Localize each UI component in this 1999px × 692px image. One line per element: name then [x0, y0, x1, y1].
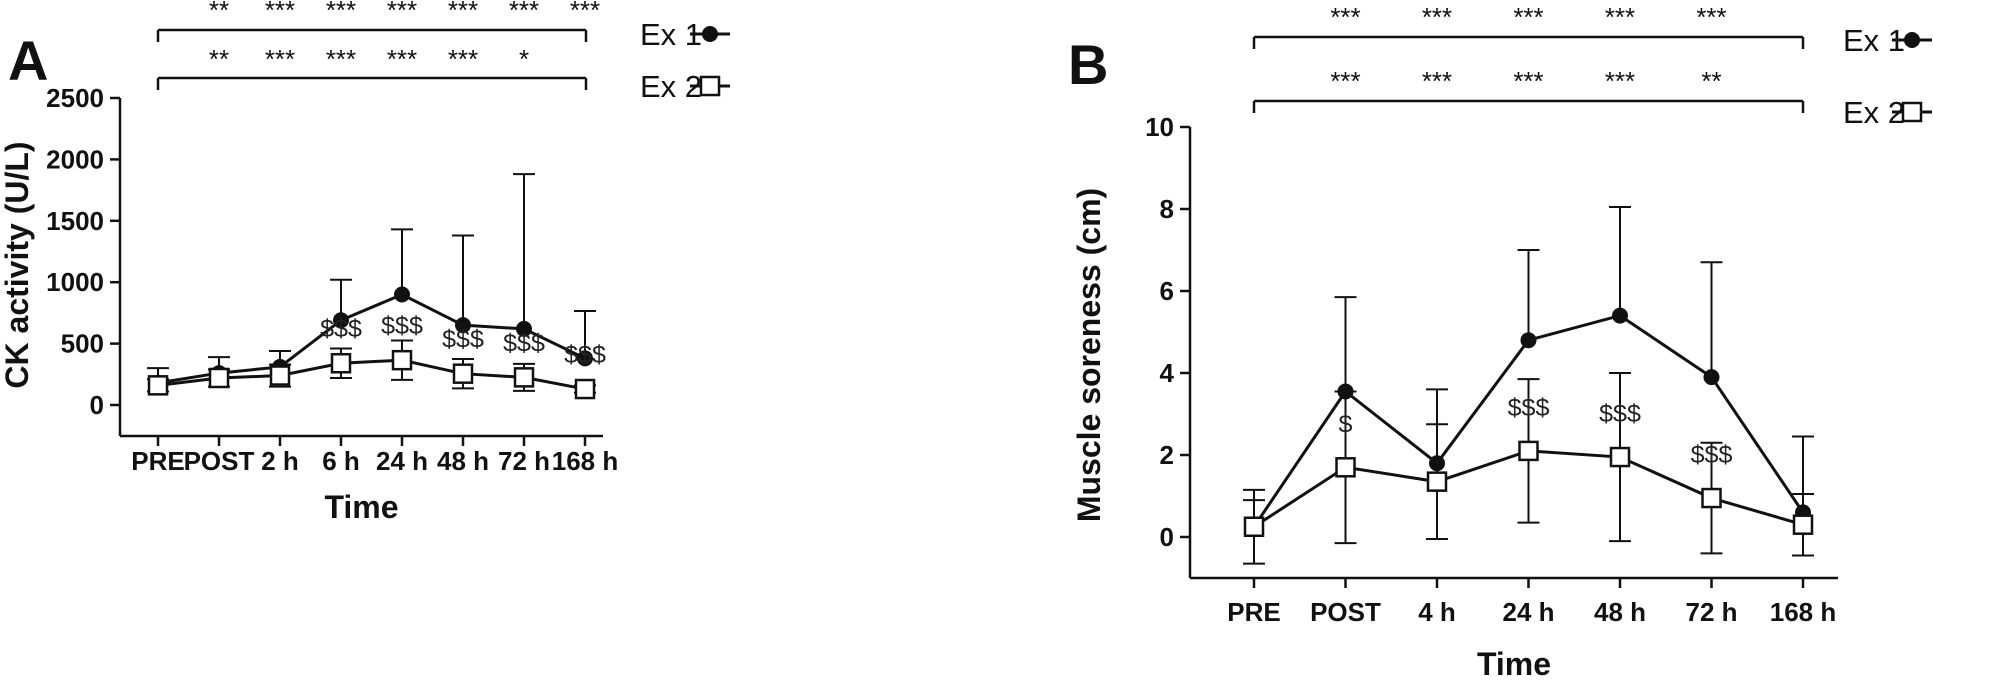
significance-stars: ***	[570, 0, 600, 25]
x-tick-label: PRE	[131, 446, 184, 476]
significance-stars: ***	[448, 0, 478, 25]
x-tick-label: POST	[1310, 597, 1381, 627]
panel-b: B 0 2 4 6 8 10 PRE POST 4 h 24 h 48 h 72 h 168 h Time M…	[1068, 2, 1932, 682]
y-axis-title: CK activity (U/L)	[0, 141, 35, 388]
data-point	[208, 367, 230, 389]
data-point	[1520, 332, 1537, 349]
series-ex2	[147, 339, 596, 400]
significance-stars: ***	[387, 44, 417, 74]
significance-stars: **	[209, 44, 229, 74]
significance-stars: *	[519, 44, 529, 74]
y-tick-label: 8	[1160, 194, 1174, 224]
data-point	[452, 363, 474, 384]
x-tick-label: 48 h	[1594, 597, 1646, 627]
x-tick-label: 72 h	[498, 446, 550, 476]
between-group-marker: $$$	[564, 341, 606, 369]
data-point	[1703, 369, 1720, 386]
y-tick-label: 0	[90, 390, 104, 420]
between-group-marker: $$$	[1691, 441, 1733, 469]
legend-marker-icon	[699, 75, 721, 97]
y-tick-label: 2000	[46, 144, 104, 174]
x-tick-label: PRE	[1227, 597, 1280, 627]
data-point	[147, 375, 169, 396]
between-group-marker: $$$	[1599, 400, 1641, 428]
data-point	[513, 367, 535, 388]
data-point	[269, 365, 291, 386]
y-tick-label: 10	[1145, 112, 1174, 142]
x-tick-label: POST	[184, 446, 255, 476]
y-tick-label: 2	[1160, 440, 1174, 470]
y-axis-title: Muscle soreness (cm)	[1071, 188, 1107, 522]
significance-stars: ***	[1330, 2, 1360, 32]
between-group-marker: $$$	[1508, 394, 1550, 422]
data-point	[1701, 487, 1722, 509]
significance-stars: ***	[326, 44, 356, 74]
x-tick-label: 24 h	[376, 446, 428, 476]
between-group-marker: $$$	[320, 315, 362, 343]
x-axis-title: Time	[1477, 646, 1551, 682]
significance-stars: ***	[1605, 2, 1635, 32]
y-tick-label: 0	[1160, 522, 1174, 552]
data-point	[1612, 307, 1628, 324]
legend-marker-icon	[702, 26, 718, 42]
y-tick-label: 500	[61, 329, 104, 359]
x-axis-title: Time	[324, 489, 398, 525]
data-point	[1609, 446, 1631, 468]
significance-stars: ***	[265, 44, 295, 74]
data-point	[394, 286, 410, 303]
significance-stars: ***	[1605, 66, 1635, 96]
between-group-marker: $$$	[381, 312, 423, 340]
data-point	[333, 312, 349, 329]
significance-stars: **	[1701, 66, 1721, 96]
significance-stars: ***	[1513, 66, 1543, 96]
legend-marker-icon	[1901, 101, 1923, 123]
y-tick-label: 2500	[46, 83, 104, 113]
data-point	[455, 317, 471, 334]
significance-stars: ***	[1696, 2, 1726, 32]
between-group-marker: $$$	[503, 329, 545, 357]
data-point	[1335, 457, 1356, 478]
significance-stars: ***	[1422, 66, 1452, 96]
y-tick-label: 4	[1160, 358, 1175, 388]
x-tick-label: 48 h	[437, 446, 489, 476]
x-tick-label: 168 h	[1770, 597, 1837, 627]
y-tick-label: 1500	[46, 206, 104, 236]
data-point	[1243, 516, 1265, 537]
data-point	[1426, 471, 1448, 492]
significance-stars: ***	[265, 0, 295, 25]
significance-stars: **	[209, 0, 229, 25]
panel-letter: A	[8, 29, 48, 92]
x-tick-label: 2 h	[261, 446, 299, 476]
y-tick-label: 6	[1160, 276, 1174, 306]
data-point	[577, 350, 593, 367]
data-point	[516, 320, 532, 337]
x-tick-label: 4 h	[1418, 597, 1456, 627]
x-tick-label: 24 h	[1502, 597, 1554, 627]
significance-stars: ***	[1422, 2, 1452, 32]
x-tick-label: 72 h	[1685, 597, 1737, 627]
x-tick-label: 168 h	[552, 446, 619, 476]
significance-stars: ***	[448, 44, 478, 74]
panel-letter: B	[1068, 33, 1108, 96]
between-group-marker: $	[1339, 410, 1353, 438]
data-point	[1518, 440, 1539, 462]
significance-stars: ***	[1330, 66, 1360, 96]
y-tick-label: 1000	[46, 267, 104, 297]
significance-stars: ***	[387, 0, 417, 25]
data-point	[391, 349, 413, 371]
significance-stars: ***	[509, 0, 539, 25]
x-tick-label: 6 h	[322, 446, 360, 476]
significance-stars: ***	[326, 0, 356, 25]
data-point	[574, 378, 596, 400]
data-point	[330, 352, 352, 374]
significance-stars: ***	[1513, 2, 1543, 32]
legend-marker-icon	[1904, 32, 1920, 48]
data-point	[1792, 514, 1814, 535]
between-group-marker: $$$	[442, 326, 484, 354]
series-ex2	[1243, 372, 1814, 565]
